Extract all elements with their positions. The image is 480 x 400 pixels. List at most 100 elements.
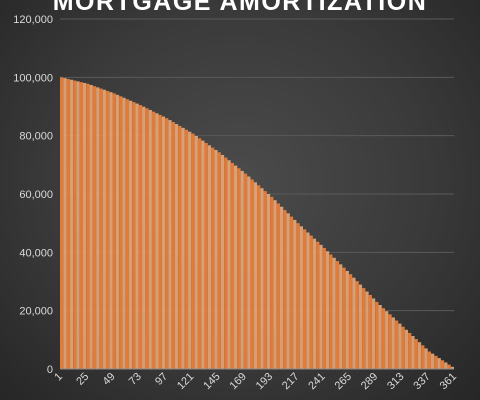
y-tick-label: 60,000 xyxy=(19,189,53,201)
bar xyxy=(96,87,100,369)
y-tick-label: 0 xyxy=(47,364,53,376)
bar xyxy=(148,109,152,370)
bar xyxy=(378,305,382,369)
bar xyxy=(79,82,83,369)
bar xyxy=(273,200,277,369)
bar xyxy=(440,360,445,369)
bar xyxy=(197,138,202,369)
bar xyxy=(230,162,235,369)
bar xyxy=(408,332,412,369)
x-tick-label: 361 xyxy=(438,371,459,392)
y-tick-label: 80,000 xyxy=(19,131,53,143)
bar xyxy=(99,88,103,369)
x-axis-tick-labels: 1 25 49 73 97 121 145 169 193 217 241 265 289 313 337 3… xyxy=(52,371,459,392)
x-tick-label: 241 xyxy=(306,371,327,392)
bar xyxy=(362,288,366,369)
bar xyxy=(122,97,126,369)
bar xyxy=(263,191,267,369)
bar xyxy=(171,122,175,369)
bar xyxy=(184,129,189,369)
bar xyxy=(385,311,389,369)
bar xyxy=(211,147,215,369)
bar xyxy=(401,326,405,369)
bar xyxy=(257,185,261,369)
bar xyxy=(194,135,198,369)
bar xyxy=(207,145,212,369)
bar xyxy=(306,232,310,369)
bar xyxy=(296,223,300,369)
bar xyxy=(302,229,307,369)
bar xyxy=(214,149,218,369)
bar xyxy=(289,216,294,369)
bar xyxy=(60,77,64,369)
bar xyxy=(73,80,77,370)
bar xyxy=(417,342,422,369)
bar xyxy=(165,118,169,370)
bar xyxy=(342,267,346,369)
bar xyxy=(375,301,379,369)
bar xyxy=(266,194,271,369)
bar xyxy=(352,277,356,369)
bar xyxy=(155,113,159,370)
bar xyxy=(250,179,254,369)
x-tick-label: 73 xyxy=(127,371,144,388)
bar xyxy=(437,358,441,369)
bar xyxy=(240,170,244,369)
bar xyxy=(312,238,317,369)
bar xyxy=(398,323,402,369)
y-tick-label: 40,000 xyxy=(19,247,53,259)
x-tick-label: 169 xyxy=(228,371,249,392)
bar xyxy=(181,127,185,369)
x-tick-label: 145 xyxy=(201,371,222,392)
x-tick-label: 337 xyxy=(411,371,432,392)
x-tick-label: 121 xyxy=(175,371,196,392)
bar xyxy=(119,96,123,370)
bar xyxy=(102,89,106,369)
x-tick-label: 265 xyxy=(333,371,354,392)
bar xyxy=(293,219,297,369)
bar xyxy=(319,244,323,369)
bar xyxy=(201,140,205,369)
bar xyxy=(142,106,146,370)
bar xyxy=(283,210,287,369)
bar xyxy=(388,314,392,369)
bar xyxy=(92,86,97,369)
bar xyxy=(355,281,359,369)
x-tick-label: 97 xyxy=(153,371,170,388)
bar xyxy=(444,362,448,369)
y-tick-label: 120,000 xyxy=(13,14,53,26)
bar xyxy=(368,294,372,369)
bar xyxy=(329,254,333,369)
bar xyxy=(125,99,129,369)
bar xyxy=(161,116,166,370)
bar xyxy=(158,114,162,370)
bar xyxy=(335,261,340,369)
bar xyxy=(345,270,349,369)
bar xyxy=(138,105,143,370)
bar xyxy=(316,241,320,369)
bar xyxy=(89,84,93,369)
bar-series xyxy=(60,77,454,370)
bar xyxy=(339,264,343,369)
bar xyxy=(66,78,70,369)
bar xyxy=(381,308,386,369)
bar xyxy=(299,226,303,369)
bar xyxy=(309,235,313,369)
x-tick-label: 289 xyxy=(359,371,380,392)
bar xyxy=(447,364,451,369)
bar xyxy=(220,154,225,369)
bar xyxy=(174,123,179,370)
bar xyxy=(325,251,330,369)
x-tick-label: 193 xyxy=(254,371,275,392)
bar xyxy=(204,142,208,369)
x-tick-label: 49 xyxy=(101,371,118,388)
bar xyxy=(322,247,326,369)
bar xyxy=(224,157,228,369)
bar xyxy=(431,353,435,369)
bar xyxy=(253,182,257,369)
bar xyxy=(191,133,195,369)
x-tick-label: 25 xyxy=(74,371,91,388)
y-axis-tick-labels: 0 20,000 40,000 60,000 80,000 100,000 120,000 xyxy=(13,14,53,376)
bar xyxy=(188,131,192,369)
